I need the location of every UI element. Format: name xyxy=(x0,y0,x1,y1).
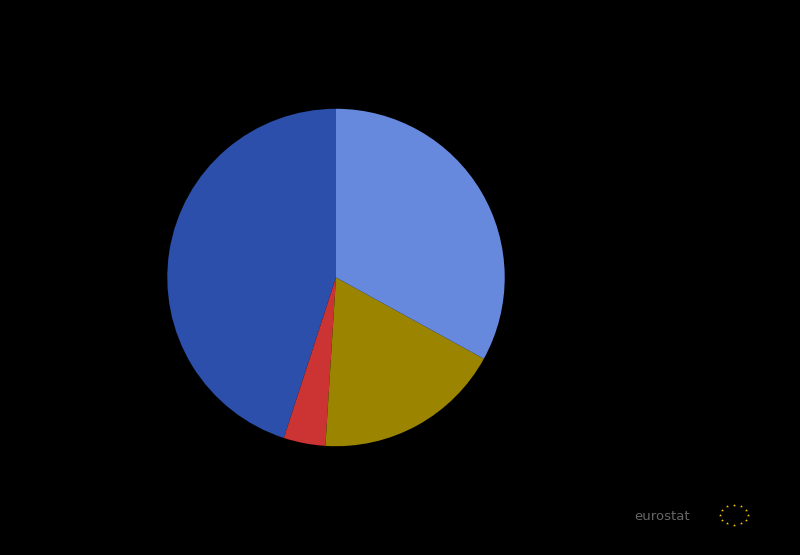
Wedge shape xyxy=(336,109,505,359)
Wedge shape xyxy=(284,278,336,446)
Wedge shape xyxy=(326,278,484,446)
Text: eurostat: eurostat xyxy=(634,510,690,523)
Wedge shape xyxy=(167,109,336,438)
